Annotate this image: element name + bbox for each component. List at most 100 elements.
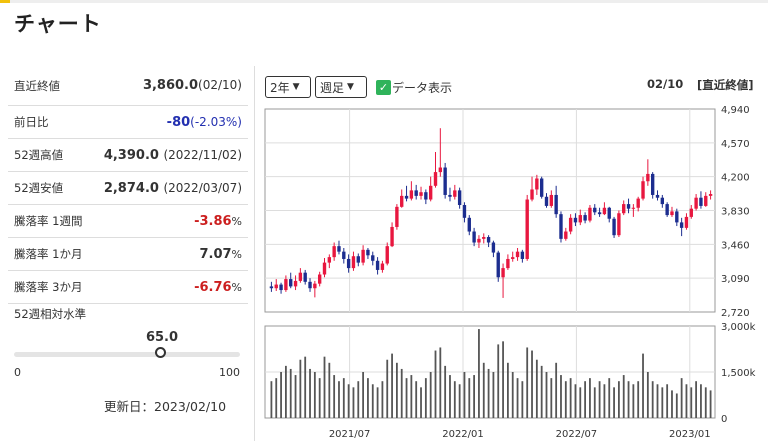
stat-month1-label: 騰落率 1か月 <box>14 247 83 261</box>
volume-bar <box>391 353 393 418</box>
stat-change-value-group: -80(-2.03%) <box>167 115 242 130</box>
candle-body <box>371 255 375 261</box>
volume-bar <box>574 384 577 418</box>
price-tick-label: 3,830 <box>721 207 750 218</box>
volume-bar <box>270 381 273 418</box>
candle-body <box>428 185 433 200</box>
chart-close-label: [直近終値] <box>697 78 754 92</box>
candle-body <box>361 249 365 263</box>
candle-body <box>308 281 312 289</box>
period-select[interactable]: 2年 ▼ <box>265 76 311 98</box>
volume-bar <box>516 378 519 418</box>
updated-date: 更新日：2023/02/10 <box>104 399 227 414</box>
stats-panel: 直近終値 3,860.0(02/10) 前日比 -80(-2.03%) 52週高… <box>8 66 248 304</box>
volume-bar <box>709 390 712 418</box>
candle-body <box>578 215 582 223</box>
stat-low52-value: 2,874.0 <box>103 180 159 196</box>
volume-tick-label: 3,000k <box>721 322 756 333</box>
candle-body <box>269 286 274 289</box>
volume-bar <box>704 387 707 418</box>
stat-week1: 騰落率 1週間 -3.86% <box>8 205 248 238</box>
volume-bar <box>299 359 302 418</box>
stat-month1: 騰落率 1か月 7.07% <box>8 238 248 271</box>
top-accent <box>0 0 10 3</box>
volume-bar <box>458 384 461 418</box>
chevron-down-icon: ▼ <box>347 82 354 92</box>
volume-bar <box>410 375 413 418</box>
candle-body <box>689 208 693 217</box>
volume-bar <box>395 362 398 418</box>
candle-body <box>612 218 616 236</box>
volume-bar <box>540 365 543 418</box>
candle-body <box>482 237 486 239</box>
volume-bar <box>468 378 471 418</box>
volume-bar <box>564 381 567 418</box>
candle-body <box>472 231 476 243</box>
candle-body <box>496 252 500 278</box>
candle-body <box>356 256 360 263</box>
candle-body <box>342 251 346 259</box>
candle-body <box>424 192 428 200</box>
volume-bar <box>646 372 649 418</box>
candle-body <box>650 173 655 195</box>
volume-bar <box>502 341 504 418</box>
volume-bar <box>328 362 331 418</box>
stat-month3: 騰落率 3か月 -6.76% <box>8 271 248 304</box>
candle-body <box>293 280 298 287</box>
candle-body <box>404 195 409 199</box>
volume-bar <box>593 387 596 418</box>
volume-bar <box>352 387 355 418</box>
candle-body <box>366 249 370 256</box>
volume-bar <box>357 381 360 418</box>
candle-body <box>622 204 626 214</box>
candle-body <box>602 207 607 215</box>
candle-body <box>515 251 520 258</box>
volume-tick-label: 1,500k <box>721 368 756 379</box>
candle-body <box>559 214 563 239</box>
candle-body <box>346 258 351 269</box>
candle-body <box>400 195 404 207</box>
chevron-down-icon: ▼ <box>292 82 300 92</box>
candle-body <box>641 181 645 199</box>
stat-change: 前日比 -80(-2.03%) <box>8 106 248 139</box>
interval-select[interactable]: 週足 ▼ <box>315 76 367 98</box>
volume-bar <box>584 381 587 418</box>
interval-select-value: 週足 <box>320 80 345 95</box>
candle-body <box>568 217 573 232</box>
stat-change-label: 前日比 <box>14 115 49 129</box>
candle-body <box>453 190 457 197</box>
x-tick-label: 2023/01 <box>669 429 711 440</box>
candle-body <box>279 284 283 291</box>
candle-body <box>597 212 602 215</box>
chart-date: 02/10 <box>647 77 684 91</box>
candle-body <box>670 211 674 216</box>
volume-bar <box>275 378 278 418</box>
stat-month3-label: 騰落率 3か月 <box>14 280 83 294</box>
x-tick-label: 2021/07 <box>329 429 371 440</box>
volume-bar <box>531 350 533 418</box>
candle-body <box>617 213 621 236</box>
checkmark-icon: ✓ <box>378 81 389 94</box>
show-data-checkbox[interactable]: ✓ <box>376 80 391 95</box>
candle-body <box>708 194 713 196</box>
stat-month1-value-group: 7.07% <box>199 247 242 262</box>
candle-body <box>549 194 554 206</box>
candle-body <box>443 167 447 195</box>
candle-body <box>636 198 640 208</box>
stat-high52-value-group: 4,390.0 (2022/11/02) <box>104 148 242 163</box>
candle-body <box>679 222 684 228</box>
volume-bar <box>579 387 582 418</box>
candle-body <box>631 207 636 209</box>
candle-body <box>385 246 389 264</box>
show-data-label[interactable]: データ表示 <box>392 81 453 95</box>
volume-bar <box>492 372 495 418</box>
volume-bar <box>444 365 447 418</box>
price-tick-label: 4,940 <box>721 105 750 116</box>
volume-bar <box>323 356 326 418</box>
stat-week1-label: 騰落率 1週間 <box>14 214 83 228</box>
candle-body <box>699 197 703 206</box>
volume-bar <box>386 359 389 418</box>
candle-body <box>380 263 385 270</box>
volume-bar <box>589 378 591 418</box>
volume-bar <box>463 372 466 418</box>
